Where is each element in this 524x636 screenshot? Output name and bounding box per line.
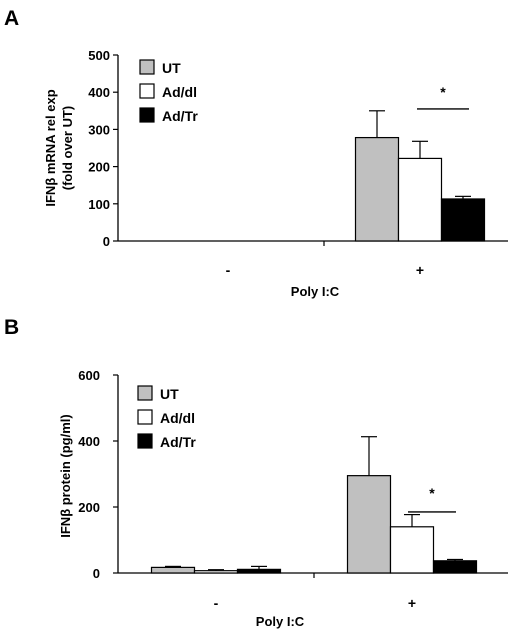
x-category-label: + (416, 262, 424, 278)
legend-swatch (137, 385, 153, 401)
legend-swatch (139, 83, 155, 99)
significance-star: * (429, 485, 435, 501)
y-axis-title: IFNβ mRNA rel exp (43, 89, 58, 206)
bar-ad-tr (236, 568, 282, 574)
bar-ad-dl (397, 157, 443, 242)
legend-swatch (137, 433, 153, 449)
panel-letter: A (4, 7, 19, 30)
bar-ut (354, 136, 400, 242)
legend-label: Ad/Tr (160, 434, 196, 450)
legend-label: Ad/Tr (162, 108, 198, 124)
y-tick-label: 400 (88, 85, 110, 100)
x-category-label: + (408, 595, 416, 611)
bar-ut (150, 566, 196, 574)
x-axis-title: Poly I:C (256, 614, 305, 629)
legend-label: UT (162, 60, 181, 76)
chart-panel-a: A 0 100 200 300 400 500 IFNβ mRNA rel exp (fold … (4, 7, 508, 299)
bar-ut (346, 475, 392, 574)
y-tick-label: 500 (88, 48, 110, 63)
y-tick-label: 0 (93, 566, 100, 581)
legend-label: Ad/dl (162, 84, 197, 100)
legend-swatch (139, 59, 155, 75)
y-tick-label: 300 (88, 122, 110, 137)
y-tick-label: 200 (88, 160, 110, 175)
x-axis-title: Poly I:C (291, 284, 340, 299)
y-axis-title: IFNβ protein (pg/ml) (58, 414, 73, 537)
y-tick-label: 200 (78, 500, 100, 515)
bar-ad-tr (432, 560, 478, 574)
legend-swatch (139, 107, 155, 123)
y-axis-title: (fold over UT) (60, 106, 75, 191)
y-tick-label: 400 (78, 434, 100, 449)
bar-ad-dl (389, 526, 435, 574)
x-category-label: - (214, 595, 219, 611)
y-tick-label: 0 (103, 234, 110, 249)
legend-label: Ad/dl (160, 410, 195, 426)
legend-swatch (137, 409, 153, 425)
legend-label: UT (160, 386, 179, 402)
significance-star: * (440, 84, 446, 100)
y-tick-label: 600 (78, 368, 100, 383)
y-tick-label: 100 (88, 197, 110, 212)
x-category-label: - (226, 262, 231, 278)
panel-letter: B (4, 316, 19, 339)
bar-ad-dl (193, 570, 239, 574)
chart-panel-b: B 0 200 400 600 IFNβ protein (pg/ml) - + Poly I:… (4, 316, 508, 629)
bar-ad-tr (440, 198, 486, 242)
